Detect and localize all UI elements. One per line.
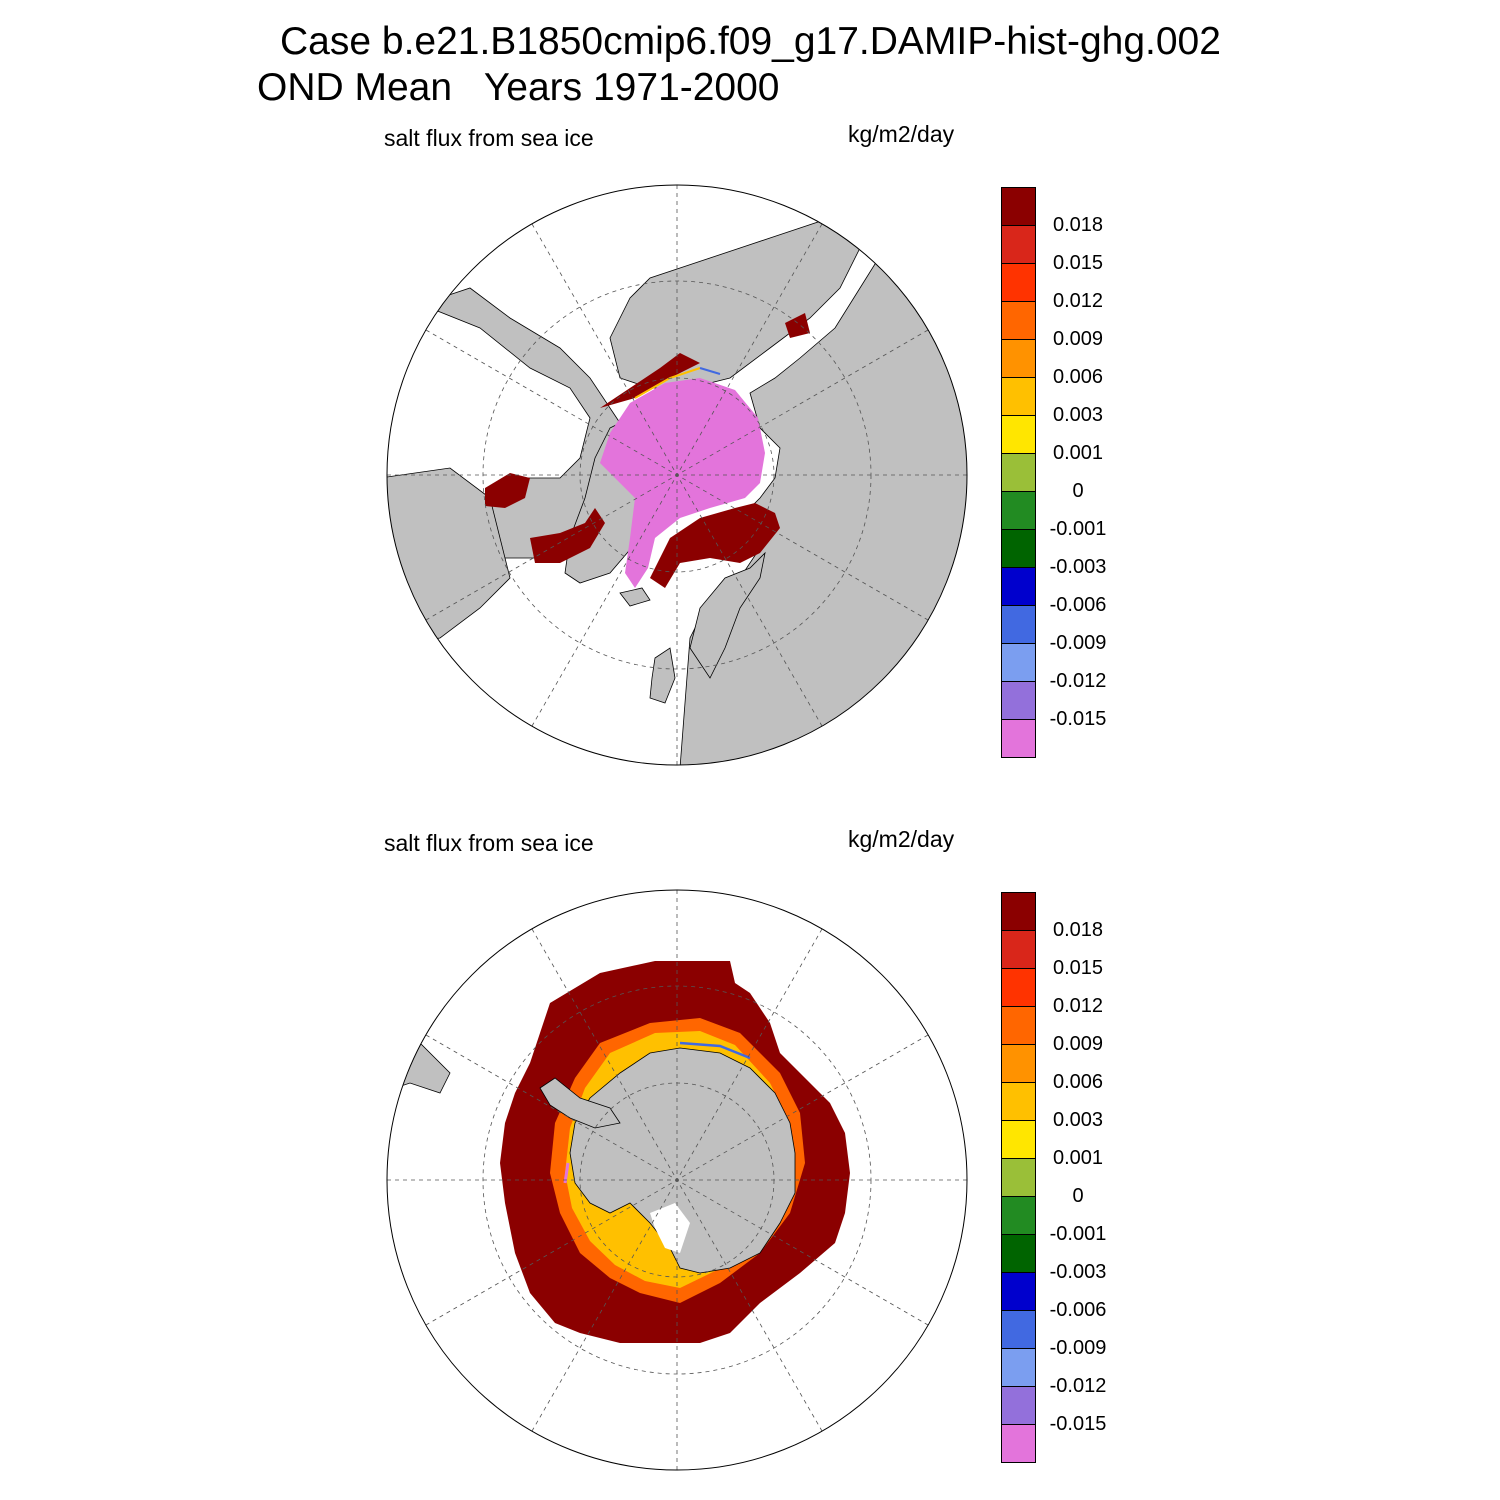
south-panel-title: salt flux from sea ice [384, 830, 594, 856]
arctic-map-border [386, 184, 968, 766]
south-colorbar-swatch [1001, 1158, 1036, 1197]
north-colorbar-swatch [1001, 529, 1036, 568]
north-colorbar-swatch [1001, 567, 1036, 606]
south-colorbar-label: 0 [1072, 1185, 1084, 1207]
north-colorbar-swatch [1001, 377, 1036, 416]
ice-edge-positive-flux-bering [785, 313, 810, 338]
south-colorbar-label: 0.009 [1052, 1033, 1104, 1055]
south-colorbar-swatch [1001, 892, 1036, 931]
antarctic-map [386, 889, 968, 1471]
south-colorbar-swatch [1001, 1272, 1036, 1311]
north-colorbar-swatch [1001, 605, 1036, 644]
south-colorbar-swatch [1001, 930, 1036, 969]
ice-edge-positive-flux-hudson [485, 473, 530, 508]
north-colorbar-swatch [1001, 225, 1036, 264]
south-colorbar-swatch [1001, 1082, 1036, 1121]
south-colorbar [1001, 892, 1036, 1463]
sea-ice-negative-flux [600, 378, 765, 588]
arctic-graticule [387, 185, 967, 765]
south-colorbar-swatch [1001, 1234, 1036, 1273]
antarctic-graticule [387, 890, 967, 1470]
north-colorbar [1001, 187, 1036, 758]
ross-sea-ice-shelf [650, 1203, 690, 1253]
south-colorbar-swatch [1001, 1424, 1036, 1463]
south-colorbar-label: 0.006 [1052, 1071, 1104, 1093]
north-colorbar-label: 0.003 [1052, 404, 1104, 426]
south-colorbar-label: -0.012 [1049, 1375, 1107, 1397]
north-panel-units: kg/m2/day [848, 121, 955, 147]
land-uk [649, 647, 676, 704]
ice-edge-positive-flux-labrador [530, 508, 605, 563]
north-colorbar-label: 0.001 [1052, 442, 1104, 464]
south-colorbar-swatch [1001, 1348, 1036, 1387]
north-colorbar-label: 0.012 [1052, 290, 1104, 312]
figure-title-line1: Case b.e21.B1850cmip6.f09_g17.DAMIP-hist… [280, 20, 1221, 63]
south-colorbar-label: 0.018 [1052, 919, 1104, 941]
ice-edge-transition-band-blue [699, 367, 721, 375]
north-colorbar-label: -0.003 [1049, 556, 1107, 578]
north-colorbar-label: 0.018 [1052, 214, 1104, 236]
south-colorbar-label: -0.003 [1049, 1261, 1107, 1283]
land-antarctica [569, 1047, 796, 1274]
coastal-negative-flux-band [679, 1041, 751, 1060]
north-colorbar-swatch [1001, 719, 1036, 758]
north-colorbar-label: -0.006 [1049, 594, 1107, 616]
south-colorbar-swatch [1001, 1196, 1036, 1235]
south-colorbar-swatch [1001, 1310, 1036, 1349]
north-colorbar-swatch [1001, 339, 1036, 378]
north-colorbar-label: 0.006 [1052, 366, 1104, 388]
south-colorbar-label: -0.009 [1049, 1337, 1107, 1359]
south-colorbar-swatch [1001, 1044, 1036, 1083]
figure-title-line2: OND Mean Years 1971-2000 [257, 66, 780, 109]
south-colorbar-label: -0.015 [1049, 1413, 1107, 1435]
south-colorbar-label: 0.003 [1052, 1109, 1104, 1131]
north-colorbar-label: -0.009 [1049, 632, 1107, 654]
north-colorbar-swatch [1001, 491, 1036, 530]
north-colorbar-label: 0.009 [1052, 328, 1104, 350]
south-colorbar-label: -0.001 [1049, 1223, 1107, 1245]
south-colorbar-swatch [1001, 1120, 1036, 1159]
antarctic-map-border [386, 889, 968, 1471]
south-colorbar-swatch [1001, 968, 1036, 1007]
north-colorbar-swatch [1001, 415, 1036, 454]
arctic-map [386, 184, 968, 766]
north-colorbar-swatch [1001, 643, 1036, 682]
land-antarctic-peninsula [539, 1077, 621, 1129]
south-colorbar-label: -0.006 [1049, 1299, 1107, 1321]
north-colorbar-label: 0.015 [1052, 252, 1104, 274]
north-colorbar-swatch [1001, 681, 1036, 720]
north-colorbar-swatch [1001, 453, 1036, 492]
land-scandinavia [689, 551, 766, 679]
south-colorbar-swatch [1001, 1006, 1036, 1045]
north-colorbar-label: -0.012 [1049, 670, 1107, 692]
north-colorbar-swatch [1001, 263, 1036, 302]
north-colorbar-label: 0 [1072, 480, 1084, 502]
land-north-america [387, 287, 631, 559]
north-colorbar-label: -0.001 [1049, 518, 1107, 540]
south-panel-units: kg/m2/day [848, 826, 955, 852]
north-panel-title: salt flux from sea ice [384, 125, 594, 151]
south-colorbar-label: 0.012 [1052, 995, 1104, 1017]
north-colorbar-swatch [1001, 301, 1036, 340]
south-colorbar-label: 0.015 [1052, 957, 1104, 979]
south-colorbar-swatch [1001, 1386, 1036, 1425]
ice-edge-positive-flux-east [650, 503, 780, 588]
north-colorbar-swatch [1001, 187, 1036, 226]
ice-edge-positive-flux-north [600, 353, 700, 408]
south-colorbar-label: 0.001 [1052, 1147, 1104, 1169]
land-iceland [619, 587, 651, 607]
north-colorbar-label: -0.015 [1049, 708, 1107, 730]
